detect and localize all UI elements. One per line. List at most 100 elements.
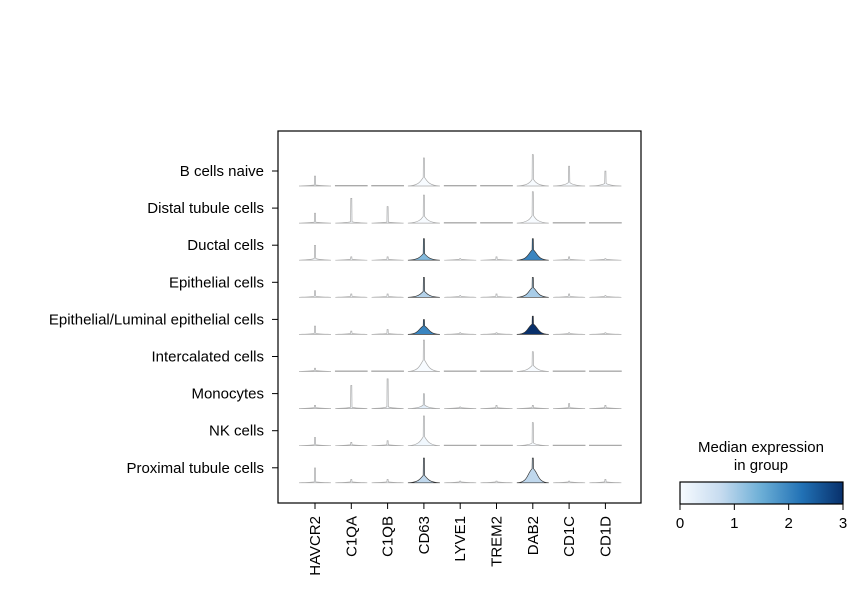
violin-cd1d-row7: [589, 444, 622, 447]
group-label: Epithelial cells: [169, 274, 264, 291]
colorbar-tick-label: 1: [730, 515, 738, 532]
violin-havcr2-row8: [298, 467, 332, 484]
violin-c1qa-row7: [335, 442, 368, 447]
violin-dab2-row2: [516, 238, 549, 261]
violin-havcr2-row7: [298, 437, 332, 447]
violin-cd63-row5: [407, 339, 440, 372]
colorbar-title-line2: in group: [734, 457, 788, 474]
violin-lyve1-row7: [443, 444, 477, 447]
violin-lyve1-row3: [444, 295, 477, 298]
violin-cd1c-row2: [553, 256, 586, 261]
violin-cd63-row3: [407, 277, 440, 298]
violin-lyve1-row2: [444, 258, 477, 261]
gene-label: CD1D: [597, 516, 614, 557]
group-label: Ductal cells: [187, 237, 264, 254]
violin-cd63-row1: [407, 194, 440, 224]
violin-dab2-row7: [516, 422, 549, 447]
violin-c1qb-row5: [371, 370, 404, 372]
violin-trem2-row7: [480, 444, 513, 447]
violin-dab2-row0: [516, 154, 549, 187]
gene-label: LYVE1: [452, 516, 469, 562]
violin-lyve1-row0: [443, 185, 477, 187]
violin-c1qb-row4: [371, 329, 404, 335]
violin-c1qb-row7: [371, 440, 404, 447]
gene-label: C1QB: [380, 516, 397, 557]
violin-cd1d-row4: [589, 332, 622, 335]
violin-trem2-row2: [480, 256, 513, 261]
violin-dab2-row4: [516, 315, 549, 335]
violin-lyve1-row5: [443, 370, 477, 372]
violin-cd1d-row1: [589, 222, 622, 224]
group-label: B cells naive: [180, 163, 264, 180]
violin-trem2-row8: [480, 480, 513, 484]
violin-havcr2-row4: [298, 325, 332, 335]
gene-label: HAVCR2: [307, 516, 324, 576]
gene-label: TREM2: [489, 516, 506, 567]
violin-cd1c-row8: [553, 480, 586, 484]
violin-dab2-row1: [516, 191, 549, 224]
gene-label: DAB2: [525, 516, 542, 555]
colorbar-tick-label: 0: [676, 515, 684, 532]
group-label: Epithelial/Luminal epithelial cells: [49, 311, 264, 328]
violin-c1qa-row0: [334, 185, 368, 187]
violin-cd1c-row0: [553, 165, 586, 187]
plot-frame: [277, 130, 642, 504]
violin-c1qa-row4: [335, 330, 368, 335]
group-labels: B cells naive Distal tubule cells Ductal c…: [49, 163, 278, 477]
violin-dab2-row8: [516, 457, 549, 484]
violin-dab2-row6: [516, 404, 549, 409]
violin-havcr2-row2: [298, 245, 332, 261]
violin-cd1d-row0: [589, 170, 622, 187]
violin-cd1c-row5: [552, 370, 586, 372]
violin-trem2-row4: [480, 332, 513, 335]
gene-label: C1QA: [343, 516, 360, 557]
violin-dab2-row3: [516, 277, 549, 298]
colorbar-tick-label: 3: [839, 515, 847, 532]
violin-cd63-row8: [407, 457, 440, 484]
violin-cd1d-row8: [589, 479, 622, 484]
colorbar-tick-label: 2: [784, 515, 792, 532]
violin-cd63-row7: [407, 415, 440, 447]
violin-lyve1-row6: [444, 406, 477, 409]
group-label: NK cells: [209, 423, 264, 440]
gene-label: CD63: [416, 516, 433, 554]
violin-trem2-row5: [480, 370, 513, 372]
violin-havcr2-row3: [298, 290, 332, 298]
violin-cd63-row0: [407, 157, 440, 187]
group-label: Monocytes: [191, 386, 264, 403]
violin-cd1c-row6: [553, 403, 586, 409]
group-label: Distal tubule cells: [147, 200, 264, 217]
colorbar-gradient: [679, 481, 844, 505]
violin-cd63-row6: [407, 393, 440, 409]
violin-cd1c-row7: [552, 444, 586, 447]
violin-havcr2-row5: [298, 367, 332, 372]
violin-cd1c-row3: [553, 293, 586, 298]
violin-trem2-row0: [480, 185, 513, 187]
colorbar: Median expression in group 0 1 2 3: [676, 439, 847, 532]
violin-cd1d-row3: [589, 295, 622, 298]
violin-trem2-row1: [480, 222, 513, 224]
violin-c1qb-row6: [371, 378, 404, 409]
violin-c1qa-row6: [335, 385, 368, 409]
violin-c1qa-row3: [335, 293, 368, 298]
violin-havcr2-row6: [298, 404, 332, 409]
violin-c1qa-row5: [334, 370, 368, 372]
violin-cd63-row4: [407, 319, 440, 335]
violin-layer: [298, 154, 622, 484]
violin-cd1c-row1: [552, 222, 586, 224]
violin-cd1d-row5: [589, 370, 622, 372]
violin-havcr2-row1: [298, 212, 332, 224]
violin-trem2-row3: [480, 293, 513, 298]
violin-havcr2-row0: [298, 175, 332, 187]
violin-cd1d-row6: [589, 404, 622, 409]
violin-c1qb-row1: [371, 206, 404, 224]
colorbar-ticks: 0 1 2 3: [676, 504, 847, 532]
violin-cd63-row2: [407, 238, 440, 261]
gene-labels: HAVCR2 C1QA C1QB CD63 LYVE1 TREM2 DAB2 CD1C CD1D: [307, 503, 614, 576]
group-label: Proximal tubule cells: [126, 460, 264, 477]
group-label: Intercalated cells: [151, 349, 264, 366]
violin-trem2-row6: [480, 404, 513, 409]
violin-c1qb-row8: [371, 479, 404, 484]
violin-c1qb-row3: [371, 293, 404, 298]
